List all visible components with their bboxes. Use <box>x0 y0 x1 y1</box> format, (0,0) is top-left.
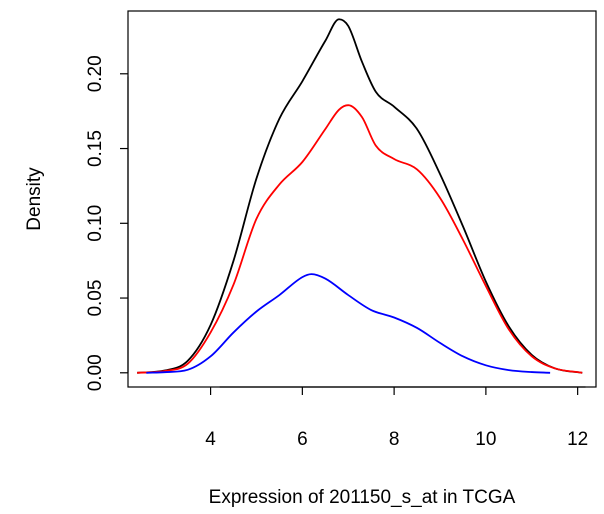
x-ticks: 4 6 8 10 12 <box>205 387 588 450</box>
y-tick-label: 0.05 <box>85 280 106 317</box>
y-tick-label: 0.00 <box>85 354 106 391</box>
series-layer <box>137 18 583 374</box>
x-axis-title: Expression of 201150_s_at in TCGA <box>209 487 516 508</box>
x-tick-label: 6 <box>297 429 308 450</box>
series-line-2 <box>137 104 583 374</box>
plot-frame <box>127 10 597 388</box>
x-tick-label: 8 <box>389 429 400 450</box>
series-line-1 <box>137 18 583 374</box>
series-line-3 <box>146 273 551 374</box>
x-tick-label: 12 <box>567 429 588 450</box>
y-tick-label: 0.20 <box>85 55 106 92</box>
y-ticks: 0.00 0.05 0.10 0.15 0.20 <box>85 55 128 391</box>
y-axis-title: Density <box>24 167 45 231</box>
x-tick-label: 4 <box>205 429 216 450</box>
y-tick-label: 0.10 <box>85 205 106 242</box>
y-tick-label: 0.15 <box>85 130 106 167</box>
x-tick-label: 10 <box>475 429 496 450</box>
